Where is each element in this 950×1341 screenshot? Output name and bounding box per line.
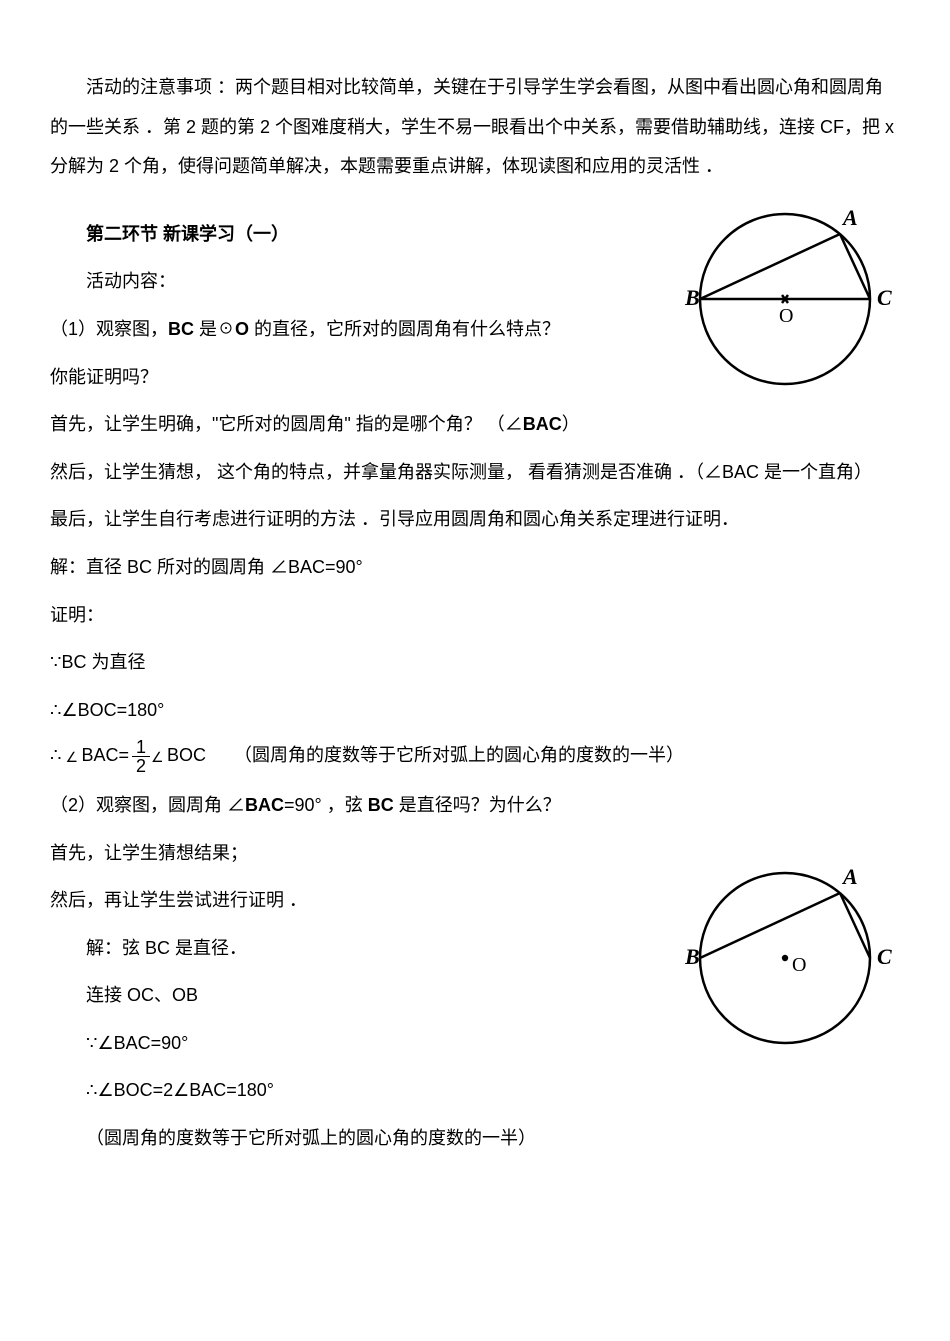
formula-bac: BAC — [81, 736, 118, 776]
fraction-half: 1 2 — [132, 738, 150, 775]
solution-2c: ∴∠BOC=2∠BAC=180° — [50, 1071, 673, 1111]
solution-2b: ∵∠BAC=90° — [50, 1024, 673, 1064]
section-heading: 第二环节 新课学习（一） — [50, 215, 673, 255]
equals-symbol: = — [118, 736, 129, 776]
fraction-numerator: 1 — [132, 738, 150, 757]
q1-line2: 你能证明吗？ — [50, 358, 673, 398]
label-C2: C — [877, 944, 892, 969]
step-first: 首先，让学生明确，"它所对的圆周角" 指的是哪个角？ （∠BAC） — [50, 405, 900, 445]
solution-2d: （圆周角的度数等于它所对弧上的圆心角的度数的一半） — [50, 1119, 900, 1159]
question-2: （2）观察图，圆周角 ∠BAC=90° ，弦 BC 是直径吗？为什么？ — [50, 786, 900, 826]
step-second: 然后，让学生猜想， 这个角的特点，并拿量角器实际测量， 看看猜测是否准确 ．（∠… — [50, 453, 900, 493]
activity-note: 活动的注意事项 ：两个题目相对比较简单，关键在于引导学生学会看图，从图中看出圆心… — [50, 68, 900, 187]
proof-step-2: ∴∠BOC=180° — [50, 691, 900, 731]
q1-o: O — [235, 319, 249, 339]
step-first-a: 首先，让学生明确，"它所对的圆周角" 指的是哪个角？ （∠ — [50, 414, 523, 434]
label-B2: B — [685, 944, 700, 969]
fraction-denominator: 2 — [132, 757, 150, 775]
solution-2: 解：弦 BC 是直径． — [50, 929, 673, 969]
question-1: （1）观察图，BC 是☉O 的直径，它所对的圆周角有什么特点？ — [50, 310, 673, 350]
q2-prefix: （2）观察图，圆周角 ∠ — [50, 795, 245, 815]
q1-suffix: 的直径，它所对的圆周角有什么特点？ — [249, 319, 560, 339]
q2-mid: =90° ，弦 — [284, 795, 368, 815]
angle-icon: ∠ — [65, 742, 78, 773]
label-B: B — [685, 285, 700, 310]
q1-prefix: （1）观察图， — [50, 319, 168, 339]
solution-2a: 连接 OC、OB — [50, 976, 673, 1016]
proof-label: 证明： — [50, 596, 900, 636]
formula-note: （圆周角的度数等于它所对弧上的圆心角的度数的一半） — [234, 736, 684, 776]
circle-diagram-2: A B C O — [685, 846, 900, 1046]
label-O: O — [779, 305, 793, 327]
step-last: 最后，让学生自行考虑进行证明的方法 ．引导应用圆周角和圆心角关系定理进行证明． — [50, 500, 900, 540]
q2-bac: BAC — [245, 795, 284, 815]
proof-step-1: ∵BC 为直径 — [50, 643, 900, 683]
activity-label: 活动内容： — [50, 262, 673, 302]
q1-mid: 是☉ — [194, 319, 235, 339]
q2-step-first: 首先，让学生猜想结果； — [50, 834, 673, 874]
q1-bc: BC — [168, 319, 194, 339]
label-C: C — [877, 285, 892, 310]
label-A2: A — [841, 864, 858, 889]
q2-step-then: 然后，再让学生尝试进行证明 ． — [50, 881, 673, 921]
formula-boc: BOC — [167, 736, 206, 776]
step-first-bac: BAC — [523, 414, 562, 434]
step-first-b: ） — [562, 414, 580, 434]
circle-diagram-1: A B C O — [685, 187, 900, 387]
therefore-symbol: ∴ — [50, 736, 61, 776]
label-O2: O — [792, 954, 806, 976]
proof-step-3: ∴ ∠ BAC = 1 2 ∠ BOC （圆周角的度数等于它所对弧上的圆心角的度… — [50, 736, 900, 776]
q2-bc: BC — [368, 795, 394, 815]
angle-icon: ∠ — [151, 742, 164, 773]
label-A: A — [841, 205, 858, 230]
q2-suffix: 是直径吗？为什么？ — [394, 795, 561, 815]
solution-1: 解：直径 BC 所对的圆周角 ∠BAC=90° — [50, 548, 900, 588]
